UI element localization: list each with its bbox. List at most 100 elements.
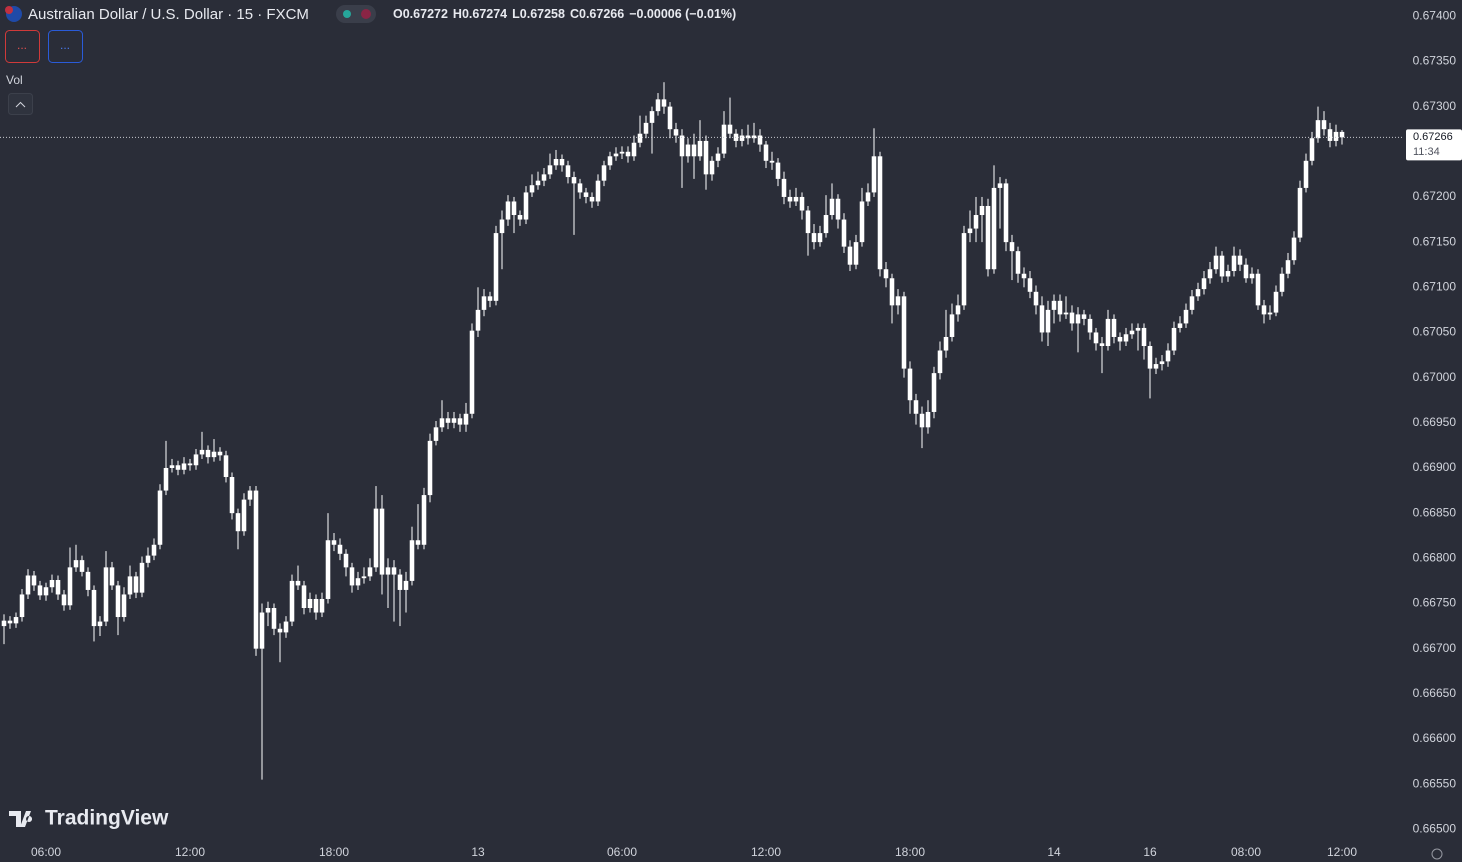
button-label[interactable]: ... (60, 38, 70, 52)
candle-body (631, 142, 637, 157)
candle-body (409, 540, 415, 581)
ohlc-label: O (393, 7, 403, 21)
candle-body (259, 612, 265, 649)
candle-body (739, 135, 745, 141)
x-tick-label: 14 (1047, 845, 1061, 859)
candle-body (169, 465, 175, 468)
y-tick-label: 0.66550 (1413, 776, 1457, 790)
candle-body (1045, 309, 1051, 333)
candle-body (1273, 291, 1279, 313)
candle-body (1117, 336, 1123, 342)
indicator-label[interactable]: Vol (6, 73, 23, 87)
x-tick-label: 08:00 (1231, 845, 1261, 859)
candle-body (547, 165, 553, 175)
settings-icon[interactable] (1431, 848, 1443, 860)
candle-body (919, 413, 925, 428)
candle-body (1003, 183, 1009, 243)
candle-body (1165, 350, 1171, 362)
logo-text[interactable]: TradingView (45, 807, 169, 830)
candle-body (109, 567, 115, 586)
candle-body (583, 192, 589, 197)
collapse-button[interactable] (8, 93, 33, 115)
candle-body (781, 178, 787, 197)
candle-body (679, 135, 685, 157)
candle-body (451, 418, 457, 423)
settings-button[interactable] (5, 30, 40, 63)
y-tick-label: 0.67100 (1413, 279, 1457, 293)
y-tick-label: 0.67300 (1413, 99, 1457, 113)
candle-body (991, 187, 997, 270)
candle-body (271, 608, 277, 629)
candle-body (463, 413, 469, 425)
candle-body (523, 192, 529, 220)
candle-body (913, 400, 919, 414)
candle-body (1123, 334, 1129, 342)
candle-body (877, 156, 883, 270)
candle-body (1093, 332, 1099, 344)
candle-body (97, 621, 103, 627)
y-tick-label: 0.66800 (1413, 550, 1457, 564)
candle-body (1219, 255, 1225, 277)
candle-body (217, 451, 223, 456)
candle-body (49, 580, 55, 588)
candle-body (325, 540, 331, 599)
candle-body (817, 233, 823, 243)
candle-body (883, 269, 889, 279)
candle-body (733, 133, 739, 141)
status-dot (343, 10, 351, 18)
candle-body (595, 180, 601, 202)
y-tick-label: 0.66600 (1413, 731, 1457, 745)
candle-body (1051, 300, 1057, 310)
candle-body (925, 411, 931, 428)
candle-body (859, 201, 865, 243)
candle-body (1063, 312, 1069, 315)
candle-body (1021, 273, 1027, 279)
candle-body (493, 233, 499, 301)
candle-body (1189, 296, 1195, 310)
candle-body (307, 598, 313, 609)
candle-body (37, 585, 43, 596)
symbol-title[interactable]: Australian Dollar / U.S. Dollar · 15 · F… (28, 6, 309, 23)
candle-body (1285, 260, 1291, 274)
candle-body (367, 567, 373, 577)
y-tick-label: 0.67000 (1413, 370, 1457, 384)
candle-body (1015, 251, 1021, 274)
candle-body (1057, 300, 1063, 315)
symbol-flag (5, 6, 13, 14)
candle-body (799, 196, 805, 211)
candle-body (85, 571, 91, 590)
candle-body (805, 210, 811, 234)
candle-body (1081, 314, 1087, 319)
candle-body (241, 499, 247, 532)
candle-body (853, 242, 859, 265)
candle-body (373, 508, 379, 568)
collapse-icon (15, 101, 26, 108)
candle-body (1129, 330, 1135, 335)
price-label: 0.67266 (1413, 131, 1453, 143)
candle-body (499, 219, 505, 234)
ohlc-legend: O0.67272 H0.67274 L0.67258 C0.67266 −0.00006… (393, 7, 736, 21)
candle-body (151, 544, 157, 556)
candle-body (751, 135, 757, 139)
candle-body (433, 427, 439, 441)
candle-body (895, 296, 901, 306)
plot-area (0, 82, 1404, 780)
candle-body (223, 455, 229, 478)
candle-body (1201, 278, 1207, 290)
button-label[interactable]: ... (17, 38, 27, 52)
candle-body (661, 99, 667, 107)
candle-body (481, 296, 487, 310)
candle-body (1027, 278, 1033, 292)
candle-body (115, 585, 121, 618)
candle-body (931, 373, 937, 412)
settings-button[interactable] (48, 30, 83, 63)
candle-body (1303, 160, 1309, 188)
candle-body (175, 465, 181, 470)
x-tick-label: 12:00 (751, 845, 781, 859)
candle-body (937, 350, 943, 374)
candle-body (205, 449, 211, 458)
candle-body (967, 228, 973, 234)
x-tick-label: 13 (471, 845, 485, 859)
candle-body (355, 578, 361, 586)
